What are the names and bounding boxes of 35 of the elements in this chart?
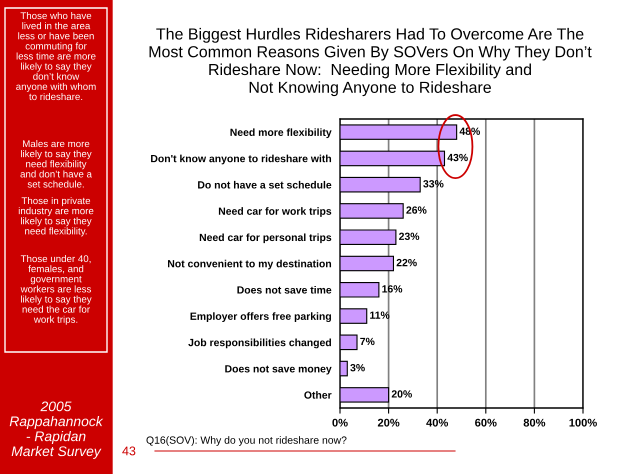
text: 43 xyxy=(122,446,136,456)
y-tick-label: Do not have a set schedule xyxy=(198,180,332,189)
text: Those who have lived in the area less or have been commuting for less time are more likely to say they don’t know anyone with whom to rideshare. xyxy=(16,12,96,100)
text: Those under 40, females, and government workers are less likely to say they need the car for work trips. xyxy=(20,255,92,325)
data-label: 3% xyxy=(350,364,365,372)
y-tick-label: Employer offers free parking xyxy=(190,312,331,322)
data-label: 43% xyxy=(447,154,468,162)
y-tick-label: Does not save time xyxy=(237,286,332,294)
y-tick-label: Does not save money xyxy=(225,365,332,375)
data-label: 26% xyxy=(406,206,427,214)
text: 2005 Rappahannock - Rapidan Market Survey xyxy=(10,401,104,459)
y-tick-label: Need car for personal trips xyxy=(200,233,332,244)
y-tick-label: Don't know anyone to rideshare with xyxy=(151,154,332,164)
x-tick-label: 60% xyxy=(475,418,497,427)
text: Q16(SOV): Why do you not rideshare now? xyxy=(146,436,347,446)
data-label: 33% xyxy=(423,180,444,188)
data-label: 7% xyxy=(360,338,375,346)
text: Males are more likely to say they need flexibility and don’t have a set schedule. xyxy=(20,140,92,188)
y-tick-label: Need car for work trips xyxy=(218,207,332,217)
y-tick-label: Not convenient to my destination xyxy=(168,260,332,270)
x-tick-label: 40% xyxy=(426,418,448,427)
data-label: 20% xyxy=(392,390,412,398)
data-label: 22% xyxy=(396,258,417,266)
data-label: 11% xyxy=(370,311,390,319)
x-tick-label: 100% xyxy=(569,418,597,427)
x-tick-label: 0% xyxy=(332,418,348,427)
x-tick-label: 80% xyxy=(524,418,546,427)
y-tick-label: Other xyxy=(304,391,332,399)
data-label: 23% xyxy=(399,232,420,240)
y-tick-label: Need more flexibility xyxy=(230,128,332,138)
y-tick-label: Job responsibilities changed xyxy=(188,338,331,348)
chart-title: The Biggest Hurdles Ridesharers Had To Overcome Are The Most Common Reasons Given By SOVers On Why They Don’t Rideshare Now: Needing More Flexibility and Not Knowing Anyone to Rideshare xyxy=(150,28,592,96)
x-tick-label: 20% xyxy=(378,418,400,427)
text: Those in private industry are more likely to say they need flexibility. xyxy=(18,197,94,236)
data-label: 16% xyxy=(382,285,402,293)
